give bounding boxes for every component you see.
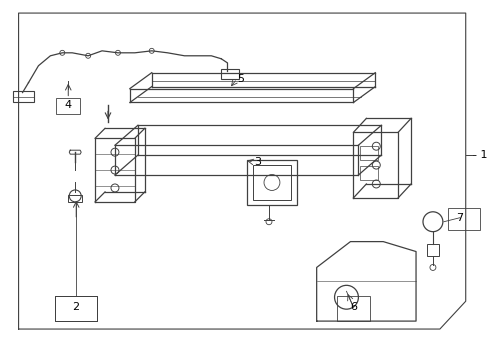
Bar <box>253 165 291 200</box>
Bar <box>68 195 82 202</box>
Text: 7: 7 <box>456 213 464 223</box>
Text: 5: 5 <box>237 74 244 84</box>
Bar <box>448 208 480 230</box>
Bar <box>221 69 239 78</box>
Bar <box>247 160 297 205</box>
Bar <box>427 244 439 256</box>
Bar <box>55 296 97 321</box>
Text: 3: 3 <box>254 157 261 167</box>
Text: 6: 6 <box>350 302 357 312</box>
Bar <box>56 98 80 114</box>
Bar <box>360 166 378 180</box>
Text: - 1: - 1 <box>473 150 487 160</box>
Text: 4: 4 <box>65 100 72 111</box>
Bar <box>13 91 34 103</box>
Bar <box>360 146 378 160</box>
Bar <box>337 296 370 321</box>
Bar <box>55 296 97 321</box>
Text: 2: 2 <box>72 302 79 312</box>
